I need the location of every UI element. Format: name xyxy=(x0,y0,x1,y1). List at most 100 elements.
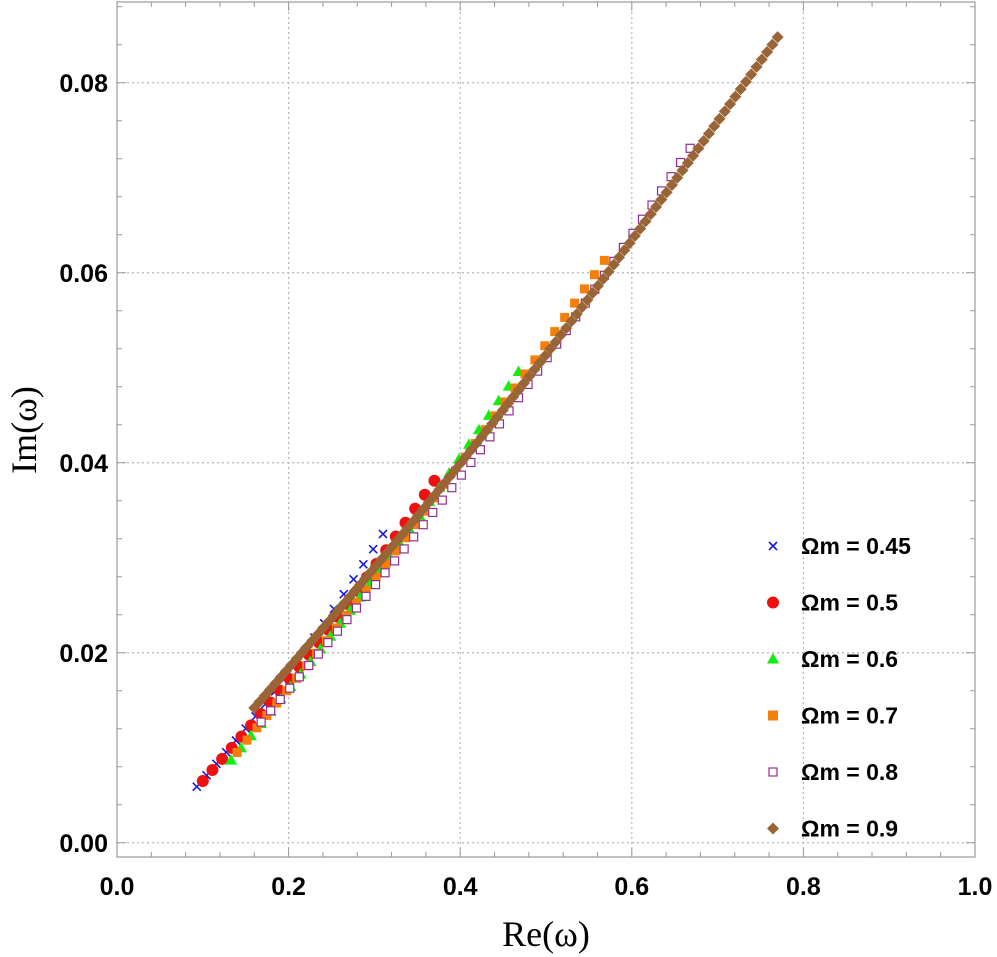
data-point xyxy=(380,568,390,578)
legend-marker xyxy=(768,541,778,551)
data-point xyxy=(539,349,552,362)
legend-marker xyxy=(768,710,778,721)
data-point xyxy=(560,312,570,322)
data-point xyxy=(437,495,447,505)
data-point xyxy=(602,265,615,278)
data-point xyxy=(285,683,295,693)
data-point xyxy=(409,532,419,542)
data-point xyxy=(550,327,560,337)
data-point xyxy=(225,754,238,765)
data-point xyxy=(371,572,381,582)
y-tick-label: 0.06 xyxy=(59,260,108,288)
data-point xyxy=(766,38,779,51)
x-tick-label: 0.0 xyxy=(100,873,135,901)
y-tick-labels: 0.00 0.02 0.04 0.06 0.08 xyxy=(59,70,108,858)
data-point xyxy=(351,603,362,613)
legend-label: Ωm = 0.8 xyxy=(801,759,898,785)
x-tick-label: 0.4 xyxy=(443,873,478,901)
data-point xyxy=(512,384,525,397)
data-point xyxy=(618,244,631,257)
data-point xyxy=(530,355,540,365)
data-point xyxy=(381,559,391,569)
data-point xyxy=(262,710,272,720)
data-point xyxy=(697,134,710,147)
data-point xyxy=(390,556,400,566)
data-point xyxy=(771,31,784,44)
data-point xyxy=(660,186,673,199)
data-point xyxy=(570,298,580,308)
data-point xyxy=(739,75,752,88)
data-point xyxy=(332,626,343,636)
plot-frame xyxy=(116,1,976,858)
data-point xyxy=(692,142,705,155)
data-point xyxy=(533,356,546,369)
data-point xyxy=(391,546,401,556)
data-point xyxy=(755,53,768,66)
data-point xyxy=(644,208,657,221)
data-point xyxy=(599,255,609,265)
data-point xyxy=(576,301,589,314)
x-tick-label: 0.6 xyxy=(614,873,649,901)
data-point xyxy=(266,706,276,716)
data-point xyxy=(734,83,747,96)
data-point xyxy=(586,286,599,299)
x-tick-label: 0.2 xyxy=(271,873,306,901)
data-point xyxy=(581,294,594,307)
data-point xyxy=(589,270,599,280)
legend-marker xyxy=(767,653,779,664)
legend-label: Ωm = 0.7 xyxy=(801,703,898,729)
data-point xyxy=(650,200,663,213)
y-tick-label: 0.00 xyxy=(59,830,108,858)
y-tick-label: 0.08 xyxy=(59,70,108,98)
legend-marker xyxy=(768,767,778,777)
data-point xyxy=(196,775,209,787)
data-point xyxy=(502,397,515,410)
data-point xyxy=(628,229,641,242)
data-point xyxy=(206,763,219,776)
legend-marker xyxy=(767,822,779,835)
data-point xyxy=(745,68,758,81)
data-point xyxy=(252,723,262,733)
data-point xyxy=(447,483,457,493)
data-point xyxy=(456,470,466,480)
data-point xyxy=(750,60,763,73)
data-point xyxy=(412,509,425,522)
legend-marker xyxy=(767,596,779,609)
data-point xyxy=(761,46,774,59)
data-point xyxy=(520,369,530,379)
grid xyxy=(117,2,975,857)
data-point xyxy=(607,258,620,271)
data-point xyxy=(232,748,242,757)
data-point xyxy=(361,591,371,601)
data-point xyxy=(242,735,252,745)
data-point xyxy=(560,322,573,335)
x-tick-label: 1.0 xyxy=(958,873,993,901)
data-point xyxy=(349,574,359,584)
data-point xyxy=(579,284,589,294)
data-point xyxy=(665,179,678,192)
data-point xyxy=(540,341,550,351)
data-point xyxy=(342,615,352,625)
data-points xyxy=(192,31,784,792)
x-tick-label: 0.8 xyxy=(786,873,821,901)
data-point xyxy=(401,533,411,543)
data-point xyxy=(528,363,541,376)
x-axis-title: Re(ω) xyxy=(502,914,590,954)
data-point xyxy=(549,336,562,349)
data-point xyxy=(358,559,368,569)
data-point xyxy=(351,598,361,608)
axis-ticks xyxy=(116,2,976,857)
data-point xyxy=(294,672,304,682)
series-group xyxy=(248,31,784,714)
data-point xyxy=(565,315,578,328)
data-point xyxy=(681,157,694,170)
data-point xyxy=(639,215,652,228)
data-point xyxy=(671,171,684,184)
data-point xyxy=(676,164,689,177)
data-point xyxy=(370,580,381,590)
data-point xyxy=(323,638,333,648)
data-point xyxy=(466,457,476,468)
data-point xyxy=(655,193,668,206)
data-point xyxy=(708,120,721,133)
